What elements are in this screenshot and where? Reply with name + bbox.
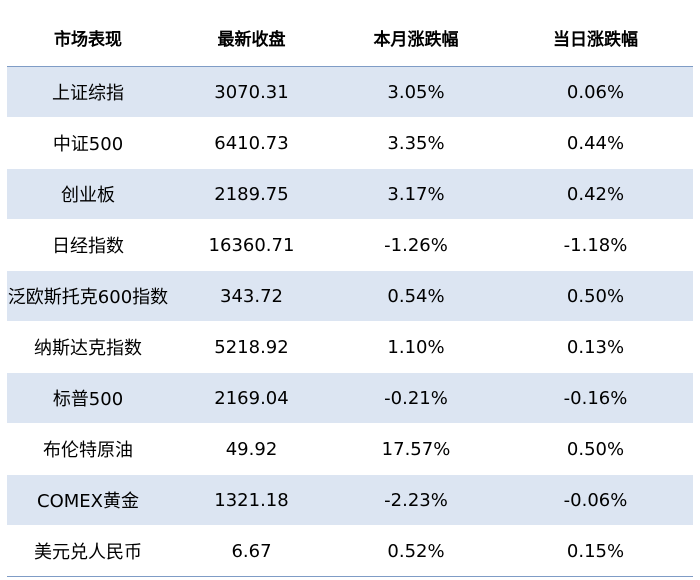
market-name: 美元兑人民币 <box>7 525 169 577</box>
table-row: 美元兑人民币 6.67 0.52% 0.15% <box>7 525 693 577</box>
latest-close: 16360.71 <box>169 219 334 271</box>
day-change: 0.50% <box>498 270 693 322</box>
latest-close: 5218.92 <box>169 321 334 373</box>
market-name: 上证综指 <box>7 66 169 118</box>
market-name: 泛欧斯托克600指数 <box>7 270 169 322</box>
market-name: COMEX黄金 <box>7 474 169 526</box>
latest-close: 6.67 <box>169 525 334 577</box>
table-row: 布伦特原油 49.92 17.57% 0.50% <box>7 423 693 475</box>
table-row: COMEX黄金 1321.18 -2.23% -0.06% <box>7 474 693 526</box>
latest-close: 2189.75 <box>169 168 334 220</box>
month-change: -0.21% <box>334 372 498 424</box>
day-change: 0.06% <box>498 66 693 118</box>
month-change: 0.54% <box>334 270 498 322</box>
day-change: -0.06% <box>498 474 693 526</box>
month-change: 3.05% <box>334 66 498 118</box>
month-change: 3.17% <box>334 168 498 220</box>
table-body: 上证综指 3070.31 3.05% 0.06% 中证500 6410.73 3… <box>7 66 693 577</box>
market-name: 创业板 <box>7 168 169 220</box>
table-row: 创业板 2189.75 3.17% 0.42% <box>7 168 693 220</box>
table-row: 中证500 6410.73 3.35% 0.44% <box>7 117 693 169</box>
month-change: -2.23% <box>334 474 498 526</box>
day-change: 0.15% <box>498 525 693 577</box>
day-change: -1.18% <box>498 219 693 271</box>
table-row: 上证综指 3070.31 3.05% 0.06% <box>7 66 693 118</box>
market-name: 标普500 <box>7 372 169 424</box>
day-change: -0.16% <box>498 372 693 424</box>
month-change: 17.57% <box>334 423 498 475</box>
month-change: 0.52% <box>334 525 498 577</box>
market-name: 布伦特原油 <box>7 423 169 475</box>
latest-close: 6410.73 <box>169 117 334 169</box>
day-change: 0.50% <box>498 423 693 475</box>
market-name: 纳斯达克指数 <box>7 321 169 373</box>
table-header: 市场表现 最新收盘 本月涨跌幅 当日涨跌幅 <box>7 9 693 67</box>
header-day-change: 当日涨跌幅 <box>498 9 693 67</box>
table-row: 纳斯达克指数 5218.92 1.10% 0.13% <box>7 321 693 373</box>
latest-close: 343.72 <box>169 270 334 322</box>
header-row: 市场表现 最新收盘 本月涨跌幅 当日涨跌幅 <box>7 9 693 67</box>
day-change: 0.44% <box>498 117 693 169</box>
table-row: 日经指数 16360.71 -1.26% -1.18% <box>7 219 693 271</box>
month-change: 1.10% <box>334 321 498 373</box>
market-performance-table: 市场表现 最新收盘 本月涨跌幅 当日涨跌幅 上证综指 3070.31 3.05%… <box>7 9 693 577</box>
month-change: -1.26% <box>334 219 498 271</box>
month-change: 3.35% <box>334 117 498 169</box>
day-change: 0.13% <box>498 321 693 373</box>
header-month-change: 本月涨跌幅 <box>334 9 498 67</box>
header-latest-close: 最新收盘 <box>169 9 334 67</box>
latest-close: 1321.18 <box>169 474 334 526</box>
market-name: 日经指数 <box>7 219 169 271</box>
table-row: 泛欧斯托克600指数 343.72 0.54% 0.50% <box>7 270 693 322</box>
latest-close: 3070.31 <box>169 66 334 118</box>
day-change: 0.42% <box>498 168 693 220</box>
latest-close: 2169.04 <box>169 372 334 424</box>
table-row: 标普500 2169.04 -0.21% -0.16% <box>7 372 693 424</box>
latest-close: 49.92 <box>169 423 334 475</box>
market-name: 中证500 <box>7 117 169 169</box>
header-market: 市场表现 <box>7 9 169 67</box>
